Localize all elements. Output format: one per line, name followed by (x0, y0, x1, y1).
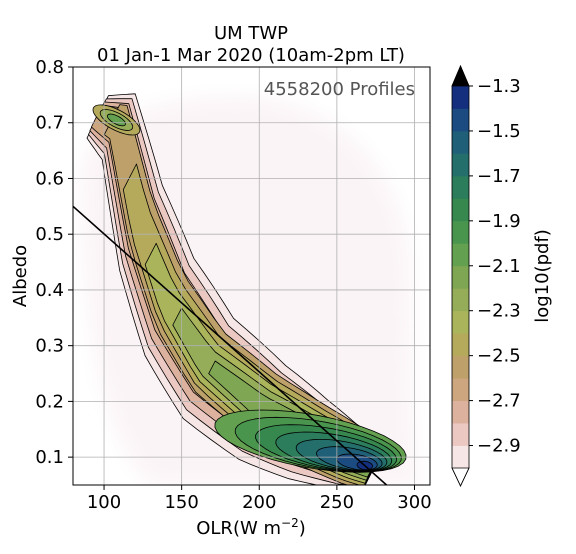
colorbar-tick-label-1: −2.7 (477, 391, 521, 412)
colorbar-tick-label-8: −1.3 (477, 76, 521, 97)
x-tick-label-1: 150 (164, 492, 198, 513)
x-axis-ticks: 100 150 200 250 300 (87, 485, 432, 513)
colorbar-swatch-10 (452, 220, 469, 244)
y-axis-label: Albedo (10, 245, 31, 307)
colorbar-tick-label-2: −2.5 (477, 346, 521, 367)
x-tick-label-4: 300 (397, 492, 431, 513)
colorbar-extend-top (451, 64, 470, 87)
colorbar-tick-label-3: −2.3 (477, 301, 521, 322)
colorbar-swatch-7 (452, 288, 469, 312)
colorbar-swatch-5 (452, 333, 469, 357)
colorbar-swatch-4 (452, 355, 469, 379)
colorbar-swatch-11 (452, 198, 469, 222)
chart-title: UM TWP (214, 23, 288, 44)
colorbar-tick-label-6: −1.7 (477, 166, 521, 187)
colorbar-label: log10(pdf) (532, 229, 553, 323)
colorbar-swatch-14 (452, 130, 469, 154)
y-tick-label-6: 0.7 (35, 113, 64, 134)
plot-frame (72, 66, 431, 486)
x-tick-label-2: 200 (242, 492, 276, 513)
chart-subtitle: 01 Jan-1 Mar 2020 (10am-2pm LT) (97, 45, 405, 66)
colorbar-swatch-6 (452, 310, 469, 334)
colorbar-swatch-2 (452, 400, 469, 424)
x-tick-label-0: 100 (87, 492, 121, 513)
grid-lines (73, 67, 430, 485)
colorbar-tick-label-5: −1.9 (477, 211, 521, 232)
colorbar-outline (451, 64, 470, 487)
y-axis-ticks: 0.1 0.2 0.3 0.4 0.5 0.6 0.7 0.8 (35, 57, 73, 468)
y-tick-label-7: 0.8 (35, 57, 64, 78)
colorbar-tick-label-7: −1.5 (477, 121, 521, 142)
plot-area: 4558200 Profiles (72, 66, 431, 486)
colorbar-swatch-0 (452, 445, 469, 469)
colorbar-swatch-1 (452, 423, 469, 446)
colorbar-extend-bottom (451, 467, 470, 487)
density-contours (86, 93, 407, 485)
colorbar-swatch-9 (452, 243, 469, 267)
contour-band-0 (86, 93, 384, 485)
y-tick-label-2: 0.3 (35, 336, 64, 357)
colorbar-swatch-3 (452, 378, 469, 401)
colorbar-swatch-13 (452, 153, 469, 177)
colorbar-swatch-15 (452, 108, 469, 132)
colorbar-swatch-16 (452, 86, 469, 109)
y-tick-label-3: 0.4 (35, 280, 64, 301)
y-tick-label-0: 0.1 (35, 447, 64, 468)
colorbar-swatch-12 (452, 175, 469, 199)
colorbar-swatch-8 (452, 265, 469, 289)
colorbar: −2.9 −2.7 −2.5 −2.3 −2.1 −1.9 −1.7 −1.5 −1.3 (451, 64, 521, 487)
y-tick-label-4: 0.5 (35, 224, 64, 245)
reference-line (73, 205, 388, 485)
y-tick-label-1: 0.2 (35, 391, 64, 412)
x-axis-label: OLR(W m−2) (196, 516, 306, 539)
colorbar-tick-label-0: −2.9 (477, 436, 521, 457)
y-tick-label-5: 0.6 (35, 168, 64, 189)
colorbar-tick-label-4: −2.1 (477, 256, 521, 277)
profile-count-annotation: 4558200 Profiles (264, 79, 415, 100)
x-tick-label-3: 250 (320, 492, 354, 513)
